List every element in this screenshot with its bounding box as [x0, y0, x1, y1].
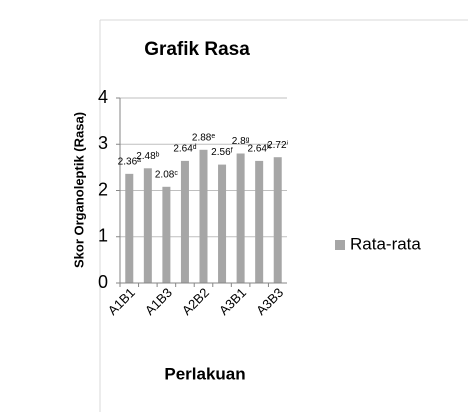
x-axis-label: Perlakuan	[164, 364, 245, 383]
value-label: 2.08ᶜ	[155, 169, 178, 180]
y-tick-label: 1	[98, 226, 108, 246]
x-tick-label: A3B1	[216, 285, 249, 318]
value-label: 2.56ᶠ	[211, 147, 233, 158]
x-tick-label: A2B2	[179, 285, 212, 318]
bar	[125, 173, 134, 283]
bar	[162, 186, 171, 283]
value-label: 2.36ᵃ	[118, 156, 141, 167]
y-axis-label: Skor Organoleptik (Rasa)	[71, 112, 86, 268]
value-label: 2.64ʰ	[248, 144, 271, 155]
y-tick-label: 0	[98, 272, 108, 292]
value-label: 2.8ᵍ	[232, 136, 250, 147]
y-tick-label: 2	[98, 179, 108, 199]
chart-title: Grafik Rasa	[144, 39, 250, 60]
y-tick-label: 3	[98, 133, 108, 153]
value-label: 2.48ᵇ	[136, 151, 159, 162]
bar	[180, 160, 189, 283]
x-tick-label: A1B1	[105, 285, 138, 318]
bar	[255, 160, 264, 283]
x-tick-label: A3B3	[253, 285, 286, 318]
bar	[143, 168, 152, 283]
bar	[218, 164, 227, 283]
y-tick-label: 4	[98, 87, 108, 107]
bar	[236, 153, 245, 283]
bar	[273, 157, 282, 283]
value-label: 2.88ᵉ	[192, 132, 215, 143]
bar	[199, 149, 208, 283]
x-tick-label: A1B3	[142, 285, 175, 318]
legend-label: Rata-rata	[350, 234, 421, 253]
legend-swatch	[335, 240, 345, 250]
value-label: 2.72ⁱ	[267, 140, 288, 151]
value-label: 2.64ᵈ	[173, 144, 196, 155]
